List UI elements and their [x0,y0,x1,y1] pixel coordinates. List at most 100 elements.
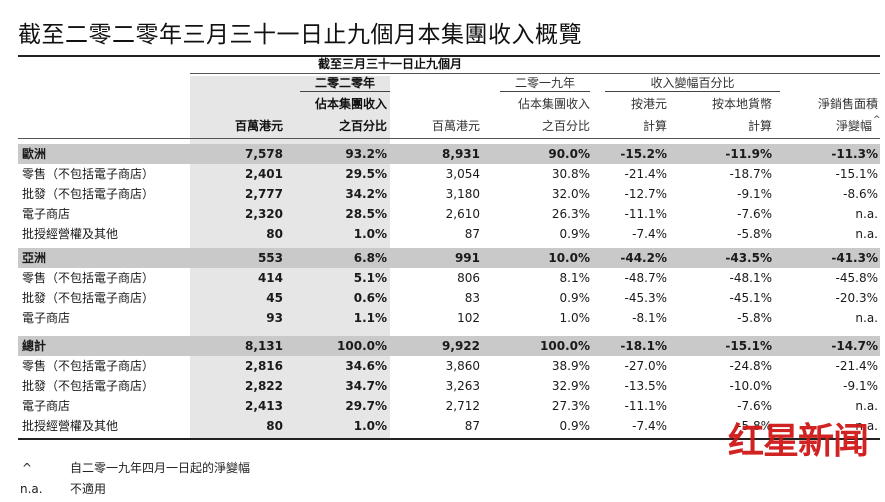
pct-2020: 5.1% [353,271,387,285]
value-2020: 80 [266,419,283,433]
change-local: -45.1% [729,291,772,305]
pct-2020: 34.2% [345,187,387,201]
table-bottom-rule [18,438,880,440]
value-2020: 2,413 [245,399,283,413]
value-2020: 80 [266,227,283,241]
net-area-change: n.a. [855,419,878,433]
change-local: -10.0% [729,379,772,393]
change-hkd: -21.4% [624,167,667,181]
note-text-na: 不適用 [70,482,107,496]
net-area-change: -41.3% [831,251,878,265]
pct-2020: 28.5% [345,207,387,221]
row-label: 零售（不包括電子商店） [22,167,155,181]
change-hkd: -7.4% [632,227,667,241]
row-label: 零售（不包括電子商店） [22,271,155,285]
change-hkd: -48.7% [624,271,667,285]
net-area-change: -8.6% [843,187,878,201]
row-label: 批授經營權及其他 [22,227,119,241]
row-label: 歐洲 [22,147,47,161]
pct-2020: 0.6% [353,291,387,305]
net-area-change: -15.1% [835,167,878,181]
period-rule [190,73,880,74]
row-label: 電子商店 [22,207,71,221]
pct-2020: 1.1% [353,311,387,325]
value-2019: 806 [457,271,480,285]
page-title: 截至二零二零年三月三十一日止九個月本集團收入概覽 [18,22,582,48]
section-bar-total [18,336,880,356]
row-label: 批發（不包括電子商店） [22,291,155,305]
value-2019: 87 [464,419,480,433]
net-area-change: -9.1% [843,379,878,393]
value-2020: 8,131 [245,339,283,353]
local-change-header-l2: 計算 [747,119,772,133]
net-area-change: n.a. [855,311,878,325]
value-2019: 3,054 [445,167,480,181]
pct-2019: 1.0% [559,311,591,325]
value-2019: 8,931 [442,147,480,161]
value-2020: 2,401 [245,167,283,181]
value-2020: 414 [257,271,283,285]
change-local: -11.9% [725,147,772,161]
pct-2019: 0.9% [559,227,591,241]
value-2019: 2,712 [445,399,480,413]
pct-2020: 1.0% [353,419,387,433]
net-area-change: -45.8% [835,271,878,285]
change-local: -9.1% [737,187,772,201]
value-2020: 2,816 [245,359,283,373]
change-hkd: -13.5% [624,379,667,393]
value-2020: 2,320 [245,207,283,221]
pct-2019: 38.9% [551,359,590,373]
header-bottom-rule [18,138,880,139]
change-local: -5.8% [737,227,772,241]
change-hkd: -8.1% [632,311,667,325]
top-rule [18,55,880,57]
change-local: -7.6% [737,207,772,221]
change-hkd: -11.1% [624,399,667,413]
net-area-change: -20.3% [835,291,878,305]
period-header: 截至三月三十一日止九個月 [317,57,462,71]
row-label: 亞洲 [22,251,47,265]
value-2019: 3,263 [445,379,480,393]
pct-2020: 29.7% [345,399,387,413]
change-hkd: -7.4% [632,419,667,433]
value-2019: 3,180 [445,187,480,201]
change-hkd: -11.1% [624,207,667,221]
value-2019: 3,860 [445,359,480,373]
change-local: -43.5% [725,251,772,265]
net-area-change: n.a. [855,399,878,413]
value-2020: 553 [257,251,283,265]
value-2019: 2,610 [445,207,480,221]
section-bar-europe [18,144,880,164]
pct-2019: 0.9% [559,291,591,305]
watermark-logo: 红星新闻 [728,420,869,462]
value-2020: 2,822 [245,379,283,393]
value-2020: 7,578 [245,147,283,161]
value-2020: 2,777 [245,187,283,201]
pct-2019: 0.9% [559,419,591,433]
pct-2019: 26.3% [551,207,590,221]
net-area-header-l2: 淨變幅 [835,119,872,133]
pct-2020: 29.5% [345,167,387,181]
value-2020: 45 [266,291,283,305]
change-hkd: -15.2% [620,147,667,161]
pct-2019: 30.8% [551,167,590,181]
pct-2020: 34.6% [345,359,387,373]
change-local: -5.8% [737,419,772,433]
row-label: 零售（不包括電子商店） [22,359,155,373]
hkd-change-header-l1: 按港元 [630,97,667,111]
pct-2020: 100.0% [337,339,387,353]
value-2019: 991 [454,251,480,265]
net-area-change: n.a. [855,227,878,241]
change-local: -18.7% [729,167,772,181]
local-change-header-l1: 按本地貨幣 [711,97,772,111]
pct-2019-header-l1: 佔本集團收入 [517,97,590,111]
note-symbol-caret: ^ [22,461,33,475]
change-local: -48.1% [729,271,772,285]
hkd-m-2019-header: 百萬港元 [431,119,480,133]
net-area-change: -11.3% [831,147,878,161]
change-hkd: -12.7% [624,187,667,201]
net-area-header-l1: 淨銷售面積 [817,97,878,111]
net-area-change: n.a. [855,207,878,221]
hkd-m-2020-header: 百萬港元 [234,119,283,133]
pct-2019: 27.3% [551,399,590,413]
